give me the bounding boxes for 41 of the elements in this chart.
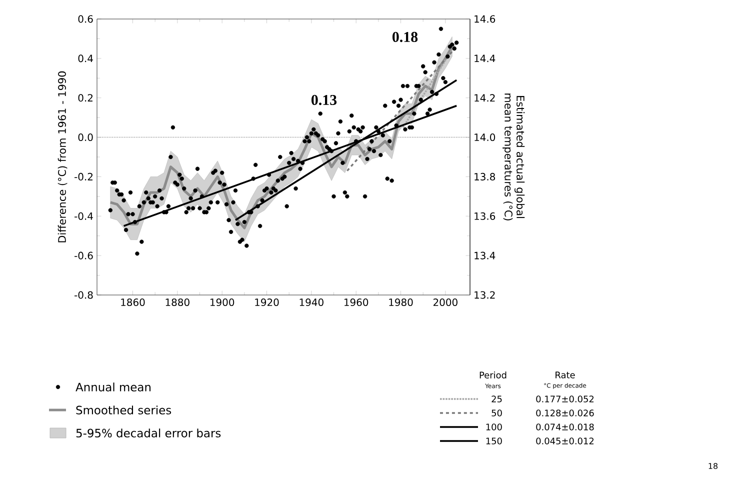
x-tick-label: 1880	[166, 298, 190, 306]
y-tick-label: -0.2	[74, 172, 92, 180]
text: 0.045±0.012	[536, 438, 594, 444]
y-axis-title: Difference (°C) from 1961 - 1990	[58, 71, 68, 242]
y2-tick-label: 13.6	[474, 212, 496, 220]
text: 5-95% decadal error bars	[76, 428, 221, 438]
y2-tick-label: 14.0	[474, 134, 496, 142]
y-tick-label: 0.0	[78, 134, 93, 142]
y-tick-label: -0.6	[74, 252, 93, 260]
x-tick-label: 1980	[389, 298, 413, 306]
text: 0.128±0.026	[536, 410, 594, 416]
x-tick-label: 2000	[433, 298, 458, 306]
text: Rate	[556, 372, 575, 378]
y-tick-label: -0.8	[74, 291, 93, 299]
legend-label: 100	[486, 424, 502, 430]
text: 0.177±0.052	[536, 396, 594, 402]
annotation: 0.18	[392, 32, 418, 42]
y2-tick-label: 13.2	[474, 291, 495, 299]
legend-label: 25	[492, 396, 502, 402]
y2-tick-label: 14.2	[474, 94, 495, 102]
x-tick-label: 1900	[210, 298, 234, 306]
legend-label: Smoothed series	[76, 406, 172, 414]
y-tick-label: 0.6	[78, 15, 93, 23]
y2-tick-label: 14.4	[474, 54, 496, 62]
y2-tick-label: 13.8	[474, 172, 496, 180]
legend-label: 50	[492, 410, 502, 416]
text: Period	[480, 372, 506, 378]
y-tick-label: 0.4	[78, 54, 93, 62]
x-tick-label: 1920	[255, 298, 279, 306]
x-tick-label: 1960	[344, 298, 368, 306]
annotation: 0.13	[311, 94, 337, 106]
text: 0.074±0.018	[536, 424, 594, 430]
y2-tick-label: 14.6	[474, 15, 496, 23]
y-tick-label: -0.4	[74, 212, 93, 220]
y2-tick-label: 13.4	[474, 252, 496, 260]
y2-axis-title: Estimated actual global mean temperatures (°C)	[502, 94, 525, 220]
legend-label: Annual mean	[76, 382, 150, 392]
y-tick-label: 0.2	[78, 94, 92, 102]
x-tick-label: 1860	[121, 298, 145, 306]
x-tick-label: 1940	[300, 298, 324, 306]
legend-label: 150	[486, 438, 502, 444]
